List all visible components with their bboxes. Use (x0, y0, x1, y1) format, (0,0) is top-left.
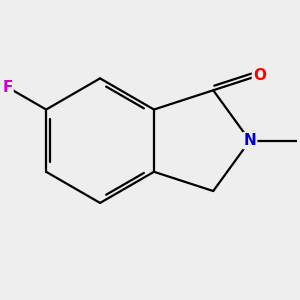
Text: N: N (243, 133, 256, 148)
Text: F: F (2, 80, 13, 94)
Text: O: O (253, 68, 266, 83)
